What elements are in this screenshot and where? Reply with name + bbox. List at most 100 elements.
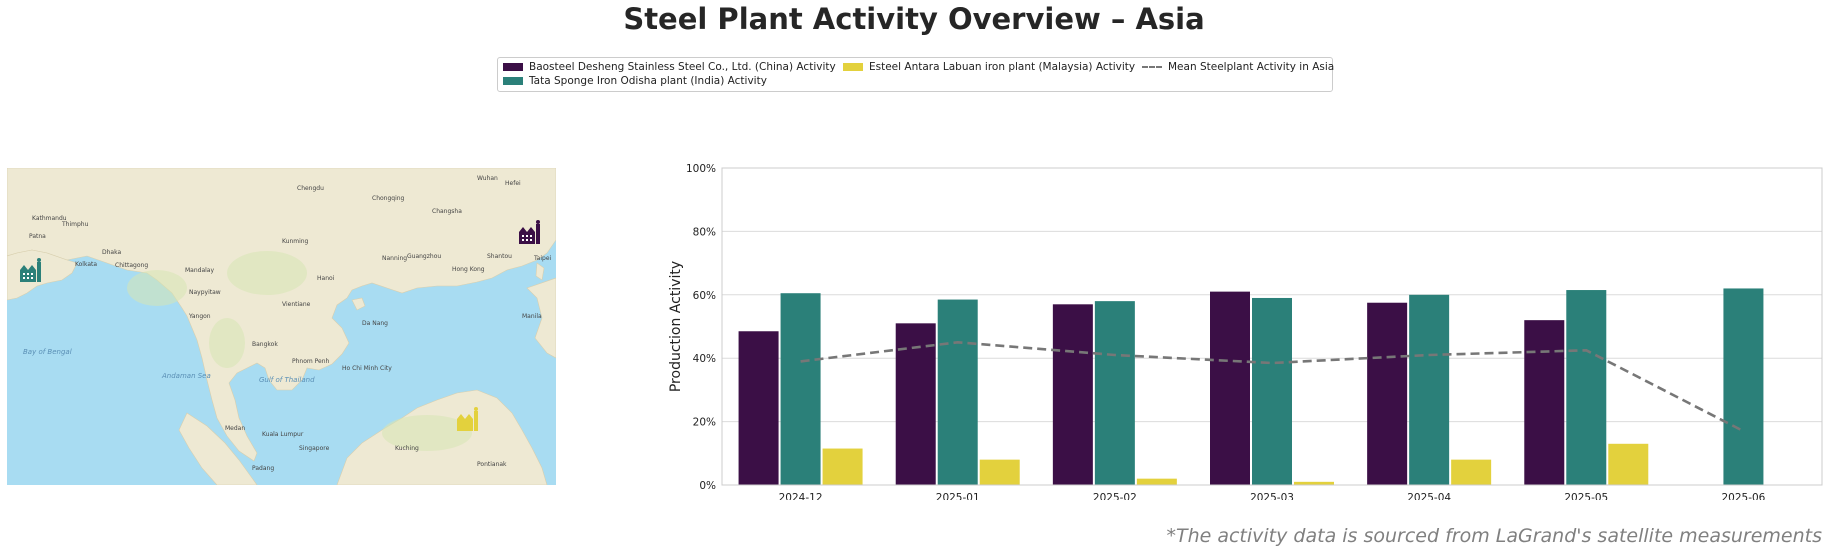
legend-swatch-esteel [843,63,863,71]
legend-item-baosteel: Baosteel Desheng Stainless Steel Co., Lt… [503,61,836,73]
x-tick-label: 2025-03 [1250,492,1294,500]
map-label-kunming: Kunming [282,238,309,245]
map-land-hainan [351,297,366,311]
bar [1136,478,1177,485]
map-land-sumatra [178,412,258,485]
map-label-yangon: Yangon [188,313,211,320]
bar [1252,297,1292,485]
legend-item-tata: Tata Sponge Iron Odisha plant (India) Ac… [503,75,767,87]
map-vegetation [127,251,472,451]
map-label-manila: Manila [522,313,542,320]
map-label-shantou: Shantou [487,253,512,260]
y-tick-label: 0% [699,480,716,492]
map-label-kathmandu: Kathmandu [32,215,67,222]
map-label-wuhan: Wuhan [477,175,498,182]
legend-label-mean: Mean Steelplant Activity in Asia [1168,61,1335,73]
bar [780,293,821,485]
bar [738,331,779,485]
axis-layer: 0% 20% 40% 60% 80% 100% 2024-12 2025-01 2025-02 2… [668,163,1823,504]
bar [1367,302,1408,485]
map-label-pontianak: Pontianak [477,461,507,468]
map-label-medan: Medan [225,425,245,432]
chart-title: Steel Plant Activity Overview – Asia [623,2,1205,36]
map-sea-label-bengal: Bay of Bengal [23,348,72,356]
map-label-guangzhou: Guangzhou [407,253,441,260]
factory-icon-baosteel [519,220,540,244]
map-label-chengdu: Chengdu [297,185,324,192]
map-label-padang: Padang [252,465,274,472]
map-label-mandalay: Mandalay [185,267,214,274]
legend-swatch-tata [503,77,523,85]
x-tick-label: 2025-01 [936,492,980,500]
legend-swatch-baosteel [503,63,523,71]
bar [822,448,863,485]
bar [979,459,1020,485]
map-label-phnompenh: Phnom Penh [292,358,330,365]
bar [1608,443,1649,485]
x-tick-label: 2025-06 [1721,492,1765,500]
map-land-india [7,249,78,301]
map-label-singapore: Singapore [299,445,330,452]
legend-item-mean: Mean Steelplant Activity in Asia [1142,61,1334,73]
map-label-nanning: Nanning [382,255,407,262]
map-land-taiwan [535,262,545,281]
bar [1723,288,1764,485]
map-label-vientiane: Vientiane [282,301,311,308]
legend-item-esteel: Esteel Antara Labuan iron plant (Malaysi… [843,61,1135,73]
bar [937,299,978,485]
bar [1451,459,1492,485]
factory-icon-tata [20,258,41,282]
map-label-hanoi: Hanoi [317,275,335,282]
legend-dash-mean [1142,66,1162,68]
mean-line [800,340,1744,433]
bar [1052,304,1093,485]
bar [1566,290,1607,485]
map-sea-labels: Bay of Bengal Andaman Sea Gulf of Thaila… [23,348,315,384]
chart-svg: 0% 20% 40% 60% 80% 100% 2024-12 2025-01 2025-02 2… [668,163,1823,504]
map-label-changsha: Changsha [432,208,462,215]
map-label-bangkok: Bangkok [252,341,278,348]
region-map: Kathmandu Thimphu Patna Dhaka Kolkata Ch… [7,168,556,485]
map-label-kuching: Kuching [395,445,419,452]
map-label-chongqing: Chongqing [372,195,405,202]
y-axis-label: Production Activity [668,261,684,392]
map-label-hochiminh: Ho Chi Minh City [342,365,392,372]
y-tick-label: 20% [693,417,716,429]
map-sea-label-andaman: Andaman Sea [161,372,211,380]
bar [1409,294,1450,485]
map-place-labels: Kathmandu Thimphu Patna Dhaka Kolkata Ch… [29,175,552,472]
map-label-taipei: Taipei [533,255,552,262]
map-label-kualalumpur: Kuala Lumpur [262,431,304,438]
footnote: *The activity data is sourced from LaGra… [1166,525,1822,547]
factory-icon-esteel [457,407,478,431]
map-land-philippines [526,277,556,359]
map-label-chittagong: Chittagong [115,262,148,269]
legend-label-tata: Tata Sponge Iron Odisha plant (India) Ac… [529,75,767,87]
legend-label-baosteel: Baosteel Desheng Stainless Steel Co., Lt… [529,61,836,73]
bar [1210,291,1250,485]
x-tick-label: 2025-02 [1093,492,1137,500]
y-tick-label: 60% [693,290,716,302]
y-tick-label: 100% [686,163,716,175]
map-label-patna: Patna [29,233,46,240]
legend: Baosteel Desheng Stainless Steel Co., Lt… [497,57,1334,92]
map-sea-label-thailand: Gulf of Thailand [259,376,315,384]
y-tick-label: 40% [693,353,716,365]
x-tick-label: 2025-04 [1407,492,1451,500]
map-label-hefei: Hefei [505,180,521,187]
map-svg: Kathmandu Thimphu Patna Dhaka Kolkata Ch… [7,168,556,485]
plot-frame [721,167,1823,486]
x-tick-label: 2024-12 [779,492,823,500]
legend-label-esteel: Esteel Antara Labuan iron plant (Malaysi… [869,61,1136,73]
bar [1524,320,1565,485]
y-tick-label: 80% [693,226,716,238]
x-tick-label: 2025-05 [1564,492,1608,500]
bar-layer [738,288,1764,485]
map-label-kolkata: Kolkata [75,261,97,268]
bar [1094,301,1135,485]
map-label-dhaka: Dhaka [102,249,121,256]
map-label-hongkong: Hong Kong [452,266,485,273]
map-label-naypyitaw: Naypyitaw [189,289,221,296]
bar-chart: 0% 20% 40% 60% 80% 100% 2024-12 2025-01 2025-02 2… [660,160,1828,504]
bar [1294,481,1334,485]
